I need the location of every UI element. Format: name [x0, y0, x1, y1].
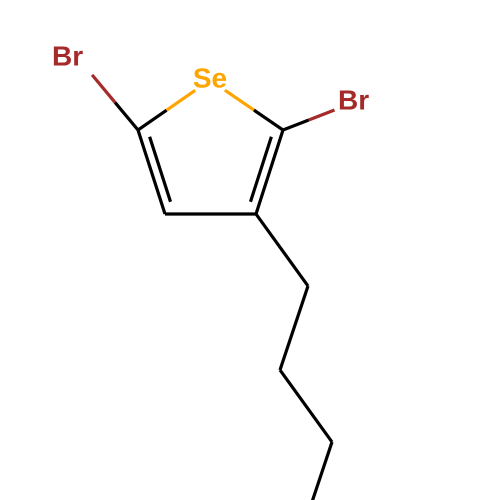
se-atom-label: Se: [193, 62, 227, 93]
atoms-layer: Se Br Br: [52, 40, 369, 115]
br-atom-label: Br: [338, 84, 369, 115]
bonds-layer: [92, 75, 334, 500]
br-atom-label: Br: [52, 40, 83, 71]
molecule-diagram: Se Br Br: [0, 0, 500, 500]
